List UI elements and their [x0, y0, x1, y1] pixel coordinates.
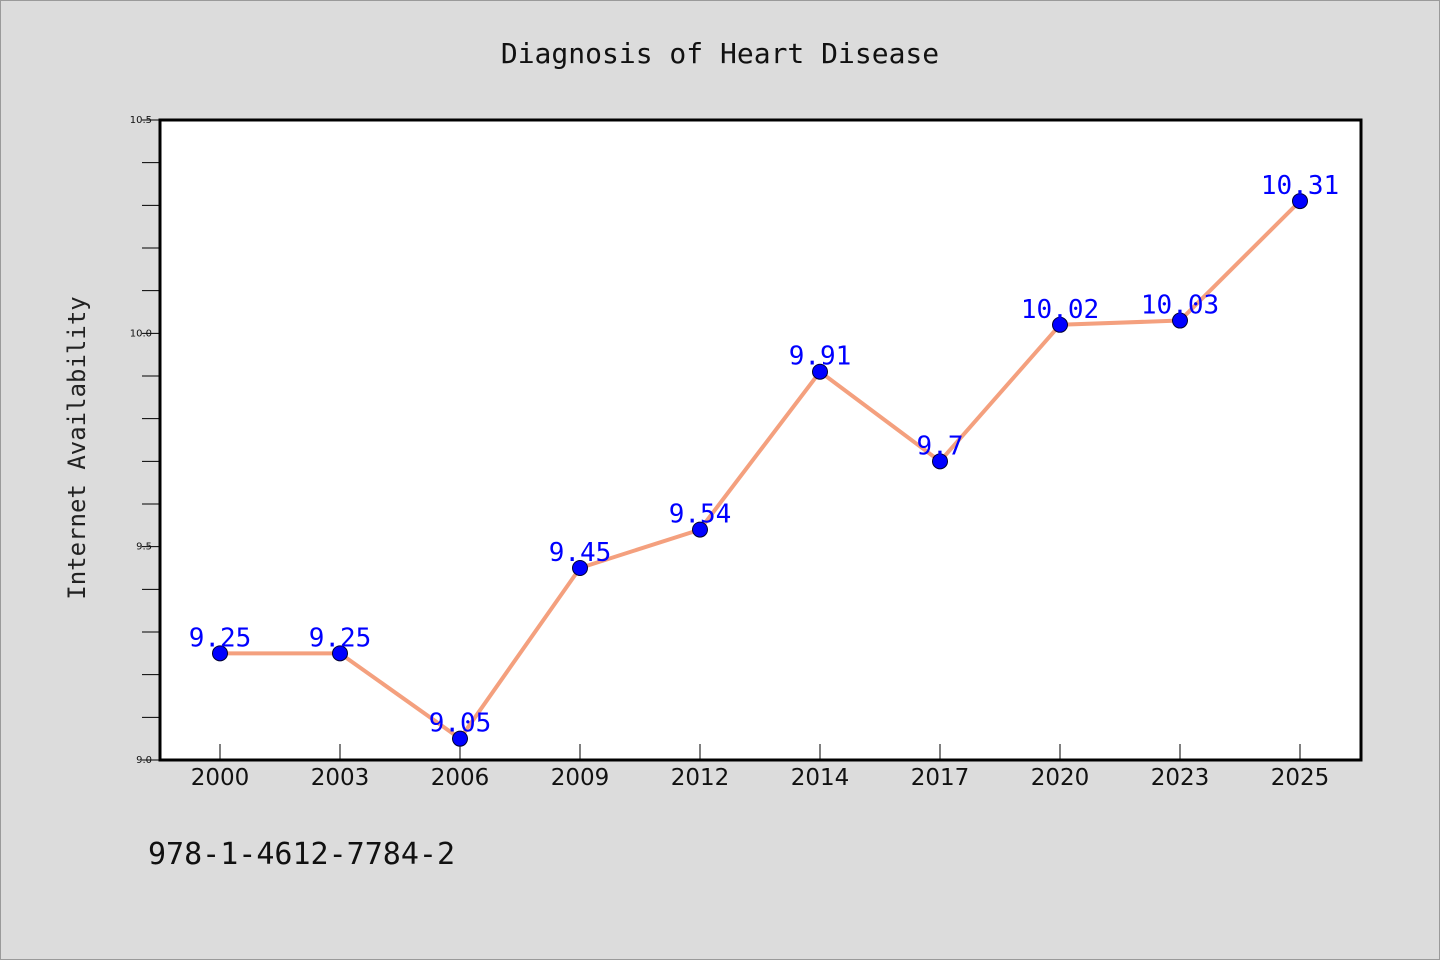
- x-tick-label: 2023: [1151, 765, 1210, 791]
- data-label: 9.54: [669, 500, 732, 530]
- x-tick-label: 2006: [431, 765, 490, 791]
- series-layer: [212, 193, 1308, 747]
- y-axis-label: Internet Availability: [63, 296, 91, 599]
- y-tick-label: 10.5: [130, 115, 152, 126]
- data-point: [1052, 316, 1068, 333]
- y-tick-label: 10.0: [130, 328, 152, 339]
- isbn-annotation: 978-1-4612-7784-2: [148, 837, 455, 872]
- data-label: 9.05: [429, 709, 492, 739]
- x-tick-label: 2012: [671, 765, 730, 791]
- data-point: [812, 363, 828, 380]
- data-labels-layer: 9.25 9.25 9.05 9.45 9.54 9.91 9.7 10.02 10.03 10.…: [189, 171, 1339, 739]
- y-tick-label: 9.5: [136, 542, 152, 553]
- data-point: [692, 521, 708, 538]
- data-label: 10.03: [1141, 291, 1219, 321]
- x-tick-label: 2014: [791, 765, 850, 791]
- data-point: [572, 560, 588, 576]
- x-tick-label: 2009: [551, 765, 610, 791]
- data-label: 10.31: [1261, 171, 1339, 201]
- data-point: [932, 453, 948, 470]
- x-tick-label: 2000: [191, 765, 250, 791]
- series-line: [220, 199, 1302, 741]
- y-tick-label: 9.0: [136, 755, 152, 766]
- data-label: 9.91: [789, 342, 852, 372]
- data-label: 10.02: [1021, 295, 1099, 325]
- y-axis: 9.0 9.5 10.0 10.5: [130, 115, 160, 766]
- data-point: [1292, 193, 1308, 210]
- x-tick-label: 2017: [911, 765, 970, 791]
- data-point: [1172, 312, 1188, 329]
- data-point: [332, 645, 348, 662]
- chart-title: Diagnosis of Heart Disease: [501, 37, 939, 70]
- x-tick-label: 2025: [1271, 765, 1330, 791]
- data-label: 9.25: [309, 623, 372, 653]
- data-point: [212, 645, 228, 662]
- x-tick-label: 2020: [1031, 765, 1090, 791]
- plot-area: [158, 118, 1363, 762]
- data-label: 9.25: [189, 623, 252, 653]
- x-axis: 2000 2003 2006 2009 2012 2014 2017 2020 2023 2025: [191, 744, 1330, 791]
- data-point: [452, 730, 468, 747]
- data-label: 9.7: [917, 431, 964, 461]
- x-tick-label: 2003: [311, 765, 370, 791]
- data-label: 9.45: [549, 538, 612, 568]
